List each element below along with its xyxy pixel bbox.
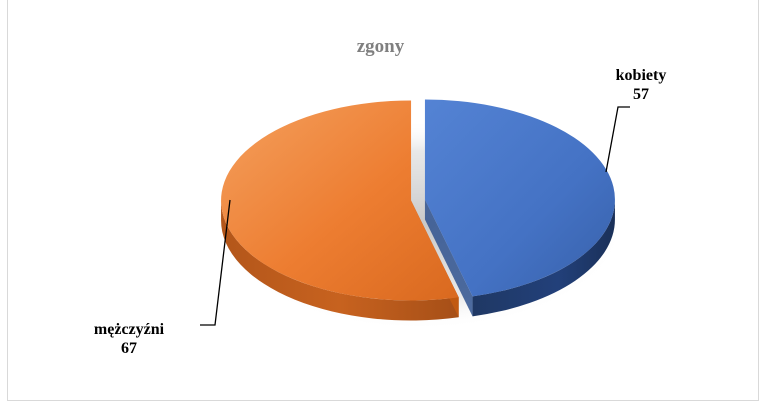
slice-cut-kobiety-1 [424, 199, 473, 317]
slice-label-mezczyzni: mężczyźni [93, 321, 165, 338]
leader-line-mezczyzni [200, 199, 231, 326]
slice-mezczyzni [221, 100, 459, 301]
chart-title: zgony [356, 36, 405, 57]
slice-side-mezczyzni [221, 200, 459, 321]
slice-value-mezczyzni: 67 [121, 340, 137, 357]
data-label-kobiety: kobiety 57 [601, 66, 681, 104]
slice-kobiety [424, 99, 615, 297]
data-label-mezczyzni: mężczyźni 67 [74, 320, 184, 358]
slice-value-kobiety: 57 [633, 86, 649, 103]
slice-side-kobiety [472, 199, 615, 317]
leader-line-kobiety [605, 106, 630, 173]
slice-label-kobiety: kobiety [615, 67, 667, 84]
